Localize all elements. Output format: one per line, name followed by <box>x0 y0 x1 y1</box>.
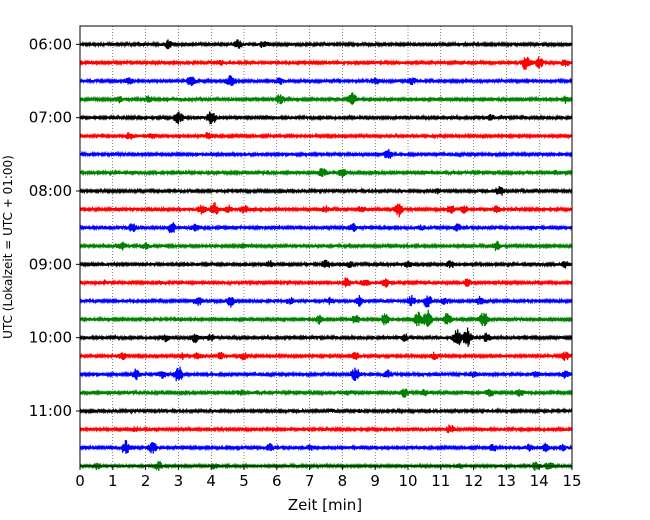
trace-08:15 <box>79 202 573 218</box>
x-tick-label: 4 <box>206 472 216 490</box>
trace-08:00 <box>79 186 573 196</box>
trace-10:45 <box>79 388 573 398</box>
trace-11:45 <box>79 460 573 472</box>
y-tick-label: 07:00 <box>29 109 72 127</box>
trace-07:00 <box>79 111 573 125</box>
trace-07:15 <box>79 132 573 140</box>
x-tick-label: 2 <box>141 472 151 490</box>
x-tick-label: 7 <box>305 472 315 490</box>
y-axis-label: UTC (Lokalzeit = UTC + 01:00) <box>1 155 15 339</box>
x-axis-label: Zeit [min] <box>288 496 362 514</box>
trace-06:00 <box>79 39 573 50</box>
trace-08:45 <box>79 240 573 251</box>
y-tick-label: 10:00 <box>29 329 72 347</box>
x-tick-label: 3 <box>174 472 184 490</box>
y-tick-label: 11:00 <box>29 402 72 420</box>
x-tick-label: 11 <box>431 472 450 490</box>
x-tick-label: 0 <box>75 472 85 490</box>
trace-06:15 <box>79 56 573 70</box>
x-tick-label: 1 <box>108 472 118 490</box>
x-tick-label: 10 <box>398 472 417 490</box>
plot-frame <box>79 25 573 467</box>
x-tick-label: 14 <box>530 472 549 490</box>
trace-07:45 <box>79 167 573 179</box>
trace-09:15 <box>79 277 573 288</box>
trace-10:15 <box>79 351 573 361</box>
y-tick-label: 08:00 <box>29 182 72 200</box>
trace-09:45 <box>79 309 573 328</box>
y-axis-ticks: 06:00 07:00 08:00 09:00 10:00 11:00 <box>29 35 80 420</box>
x-tick-label: 15 <box>562 472 581 490</box>
x-tick-label: 9 <box>370 472 380 490</box>
trace-09:30 <box>79 294 573 308</box>
trace-11:15 <box>79 424 573 434</box>
y-tick-label: 09:00 <box>29 255 72 273</box>
trace-08:30 <box>79 222 573 234</box>
x-tick-label: 13 <box>497 472 516 490</box>
x-tick-label: 5 <box>239 472 249 490</box>
y-tick-label: 06:00 <box>29 35 72 53</box>
x-tick-label: 12 <box>464 472 483 490</box>
x-tick-label: 6 <box>272 472 282 490</box>
x-tick-label: 8 <box>338 472 348 490</box>
x-axis-ticks: 0 1 2 3 4 5 6 7 8 9 10 11 12 13 14 15 <box>75 466 582 490</box>
trace-06:30 <box>79 75 573 87</box>
trace-10:30 <box>79 366 573 382</box>
trace-10:00 <box>79 327 573 348</box>
trace-09:00 <box>79 259 573 269</box>
trace-11:00 <box>79 407 573 415</box>
trace-06:45 <box>79 92 573 106</box>
trace-07:30 <box>79 148 573 159</box>
traces <box>79 39 573 472</box>
trace-11:30 <box>79 440 573 454</box>
